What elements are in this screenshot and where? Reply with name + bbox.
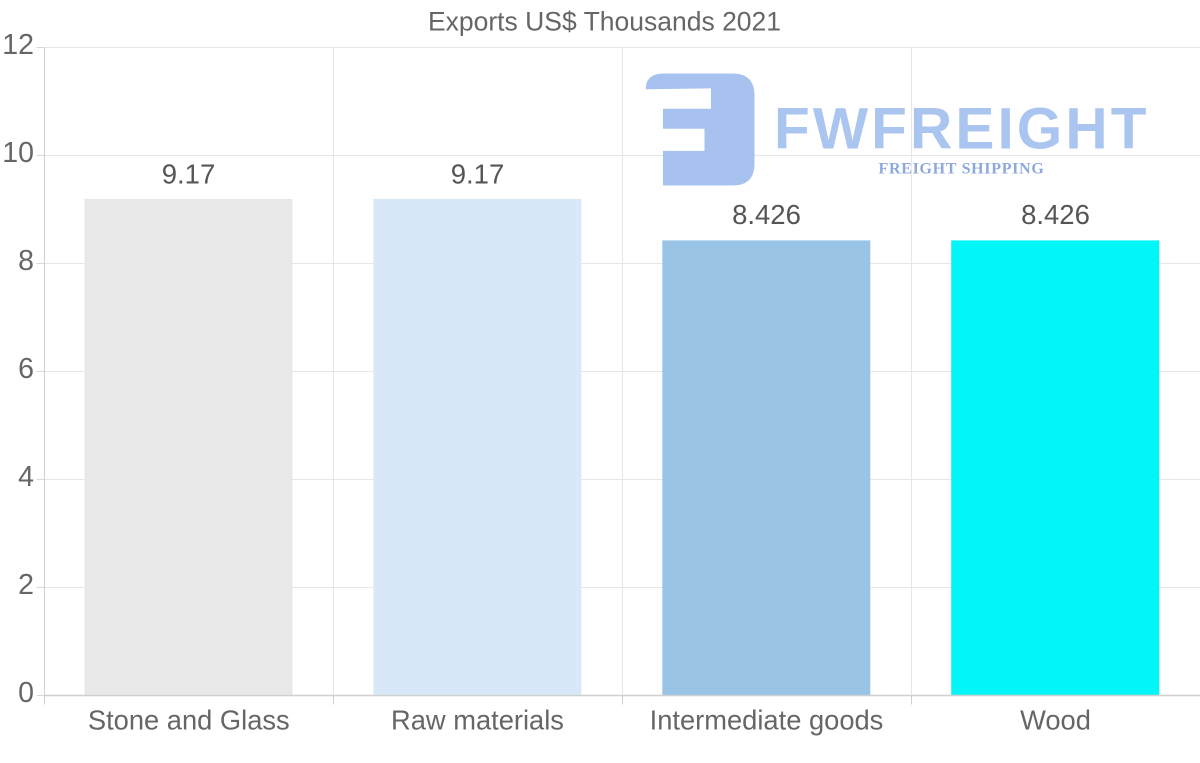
svg-text:8.426: 8.426 xyxy=(732,199,801,230)
svg-text:FWFREIGHT: FWFREIGHT xyxy=(774,96,1150,161)
svg-text:Intermediate goods: Intermediate goods xyxy=(650,704,884,735)
svg-text:9.17: 9.17 xyxy=(162,159,216,190)
svg-text:8.426: 8.426 xyxy=(1021,199,1090,230)
svg-text:9.17: 9.17 xyxy=(451,159,505,190)
svg-text:Wood: Wood xyxy=(1020,704,1091,735)
svg-text:4: 4 xyxy=(18,461,34,493)
svg-text:6: 6 xyxy=(18,353,34,385)
svg-text:12: 12 xyxy=(2,29,34,61)
svg-text:Stone and Glass: Stone and Glass xyxy=(88,704,290,735)
svg-text:8: 8 xyxy=(18,245,34,277)
svg-text:Raw materials: Raw materials xyxy=(391,704,564,735)
svg-text:FREIGHT SHIPPING: FREIGHT SHIPPING xyxy=(878,161,1044,178)
svg-text:0: 0 xyxy=(18,677,34,709)
svg-text:2: 2 xyxy=(18,569,34,601)
svg-text:10: 10 xyxy=(2,137,34,169)
svg-text:Exports US$ Thousands 2021: Exports US$ Thousands 2021 xyxy=(428,7,781,37)
